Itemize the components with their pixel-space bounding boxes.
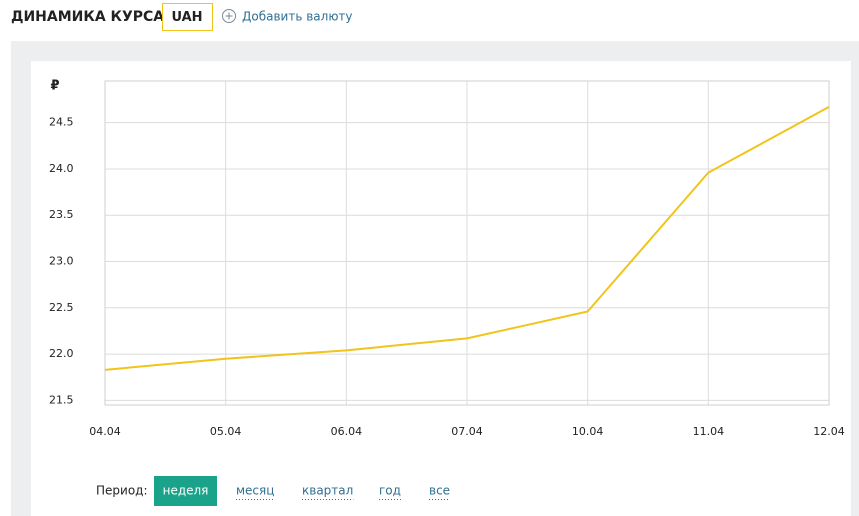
add-icon <box>222 9 236 23</box>
period-option[interactable]: все <box>429 484 451 500</box>
x-tick-label: 11.04 <box>693 425 725 438</box>
period-option-label: все <box>429 484 450 498</box>
currency-box-border <box>162 3 213 31</box>
chart: ₽ 21.5 22.0 22.5 23.0 23.5 24.0 24.5 04.04 05.04… <box>49 79 845 439</box>
card <box>31 61 851 516</box>
period-option-label: год <box>379 484 401 498</box>
period-option-label: квартал <box>302 484 353 498</box>
x-tick-label: 12.04 <box>813 425 845 438</box>
period-options: неделя месяц квартал год все <box>154 476 451 506</box>
x-tick-label: 05.04 <box>210 425 242 438</box>
y-tick-label: 23.0 <box>49 255 74 268</box>
add-currency[interactable]: Добавить валюту <box>222 9 353 24</box>
x-tick-label: 04.04 <box>89 425 121 438</box>
x-tick-label: 07.04 <box>451 425 483 438</box>
period-option-label: неделя <box>163 484 209 498</box>
y-tick-label: 22.5 <box>49 301 74 314</box>
y-tick-label: 24.5 <box>49 116 74 129</box>
y-tick-label: 24.0 <box>49 162 74 175</box>
y-tick-label: 22.0 <box>49 347 74 360</box>
period-option[interactable]: год <box>379 484 401 500</box>
y-axis-label: ₽ <box>50 79 59 94</box>
period-option[interactable]: месяц <box>236 484 275 500</box>
x-tick-label: 10.04 <box>572 425 604 438</box>
x-tick-label: 06.04 <box>331 425 363 438</box>
plot-border <box>104 80 830 406</box>
header-title: ДИНАМИКА КУРСА: <box>11 9 170 25</box>
period-option[interactable]: квартал <box>302 484 354 500</box>
period-option-label: месяц <box>236 484 274 498</box>
y-tick-label: 23.5 <box>49 208 74 221</box>
add-currency-label: Добавить валюту <box>242 10 353 24</box>
y-tick-label: 21.5 <box>49 393 74 406</box>
data-line <box>104 106 830 371</box>
currency-code: UAH <box>171 10 202 25</box>
currency-box[interactable]: UAH <box>162 3 213 31</box>
period-option-active[interactable]: неделя <box>154 476 217 506</box>
period-active-bg <box>154 476 217 506</box>
period-label: Период: <box>96 484 148 498</box>
